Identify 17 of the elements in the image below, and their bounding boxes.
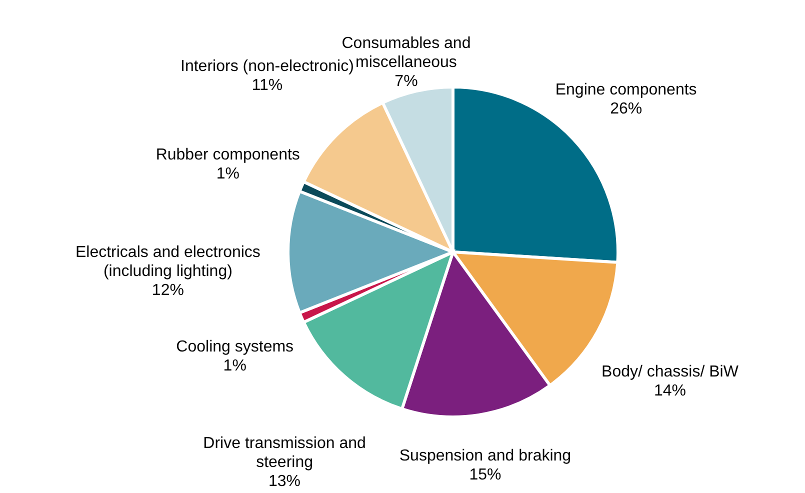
slice-label: Suspension and braking xyxy=(399,448,572,465)
slice-label: Rubber components xyxy=(156,146,300,164)
slice-label: Engine components xyxy=(555,81,697,98)
data-label: 1% xyxy=(216,166,240,183)
data-label: 15% xyxy=(469,466,502,484)
slice-label: Drive transmission and steering xyxy=(203,435,366,472)
data-label: 7% xyxy=(394,72,418,90)
data-label: 12% xyxy=(152,282,184,299)
slice-label: Interiors (non-electronic) xyxy=(180,58,354,76)
slice-label: Body/ chassis/ BiW xyxy=(602,363,740,380)
slice-label: Electricals and electronics (including lighting) xyxy=(75,244,260,280)
slice-label: Cooling systems xyxy=(176,338,294,356)
data-label: 26% xyxy=(610,100,642,118)
data-label: 11% xyxy=(252,77,283,94)
data-label: 14% xyxy=(654,382,686,400)
data-label: 13% xyxy=(268,473,301,490)
data-label: 1% xyxy=(223,357,246,374)
